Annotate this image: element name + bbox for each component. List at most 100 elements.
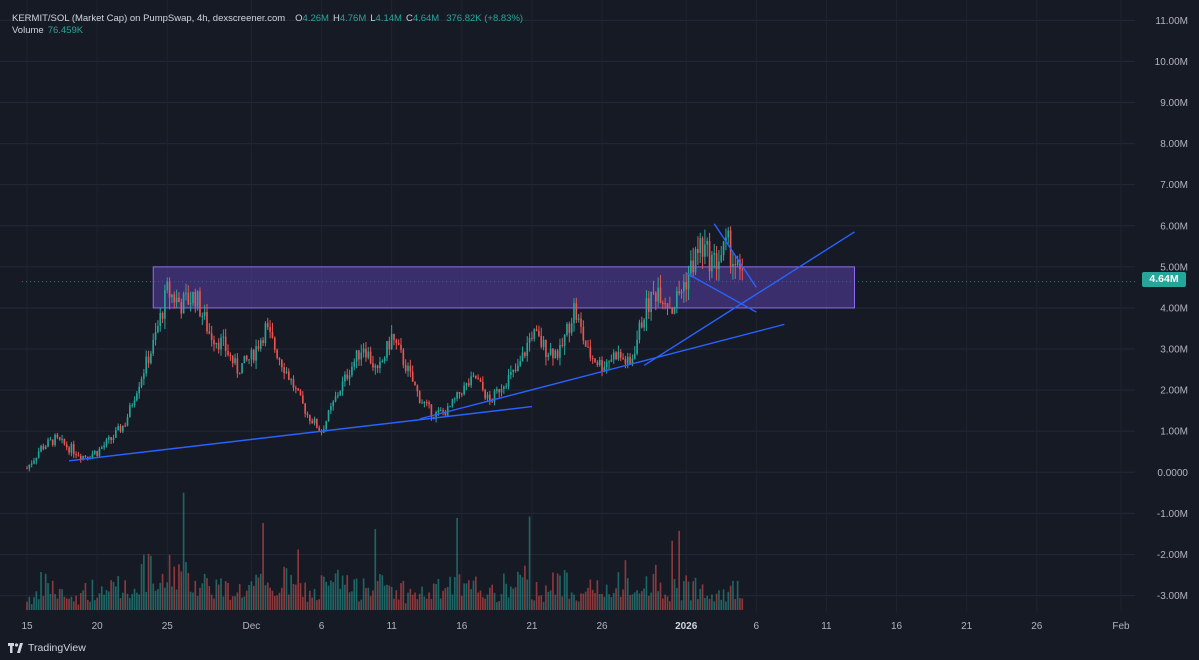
candle-body [467,383,470,386]
symbol-title[interactable]: KERMIT/SOL (Market Cap) on PumpSwap, 4h,… [12,13,286,24]
candle-body [259,340,262,349]
volume-bar [313,588,316,610]
volume-bar [451,594,454,610]
long-support-trendline [68,405,532,462]
candle-body [601,359,603,372]
volume-bar [290,574,292,610]
candle-body [503,386,505,389]
volume-bar [493,592,496,610]
candle-body [493,390,496,402]
candle-body [486,394,489,399]
candle-body [40,445,42,452]
candle-body [224,336,227,351]
candle-body [70,443,73,453]
candle-body [732,263,734,267]
candle-body [369,351,372,364]
candle-body [386,340,388,358]
volume-bar [252,585,255,610]
volume-bar [166,582,169,610]
volume-bar [112,581,115,610]
candle-body [238,373,241,375]
volume-bar [528,516,531,610]
volume-bar [734,599,737,610]
price-tick-label: 4.00M [1160,303,1188,314]
volume-bar [701,584,704,610]
trendline-layer[interactable] [68,223,855,462]
volume-bar [79,593,82,610]
close-value: 4.64M [412,13,440,24]
candle-body [285,371,288,374]
volume-bar [269,587,271,610]
candle-body [171,294,173,298]
price-tick-label: 7.00M [1160,180,1188,191]
volume-bar [650,592,652,610]
volume-bar [680,600,683,610]
candle-body [358,350,360,360]
volume-bar [201,583,204,610]
volume-bar [182,492,185,610]
candle-body [477,378,479,380]
volume-bar [556,573,559,610]
volume-bar [629,595,631,610]
candle-body [362,348,365,353]
volume-label: Volume [12,25,44,36]
candle-body [661,303,664,305]
price-tick-label: 11.00M [1155,16,1188,27]
volume-bar [453,577,456,610]
candle-body [327,410,330,422]
volume-bar [86,599,89,610]
candle-body [654,292,657,302]
candle-body [533,329,536,339]
price-tick-label: 5.00M [1160,262,1188,273]
volume-bar [332,582,335,610]
candle-body [678,291,680,294]
candle-body [549,348,552,355]
volume-bar [503,573,505,610]
volume-bar [718,590,720,610]
volume-bar [187,572,190,610]
candle-body [505,386,508,388]
volume-bar [708,598,711,610]
volume-bar [355,578,358,610]
candle-body [344,374,346,382]
volume-bar [694,577,697,610]
candle-body [269,327,271,332]
candle-body [63,438,66,445]
candle-body [206,311,208,332]
volume-bar [154,590,157,610]
candle-body [231,355,234,364]
volume-bar [30,604,33,610]
volume-bar [404,603,407,610]
price-tick-label: 9.00M [1160,98,1188,109]
candle-body [722,241,725,256]
volume-bar [51,580,54,610]
tradingview-logo[interactable]: TradingView [8,642,86,654]
candle-body [98,448,101,457]
candle-body [397,342,400,345]
volume-bar [344,584,346,610]
candle-body [575,303,578,320]
volume-bar [598,594,601,610]
candle-body [309,415,311,422]
volume-bar [203,573,206,610]
candle-body [449,406,451,408]
candle-body [210,333,213,340]
candle-body [381,361,384,363]
candle-body [393,333,395,340]
volume-bar [407,592,409,610]
volume-bar [180,571,183,610]
candle-body [68,447,70,453]
candle-body [425,402,428,404]
volume-bar [210,594,213,610]
volume-bar [423,596,426,610]
price-axis[interactable]: 11.00M 10.00M 9.00M 8.00M 7.00M 6.00M 5.00M 4.0… [1155,16,1189,602]
high-value: 4.76M [339,13,367,24]
volume-bar [449,576,451,610]
volume-bar [297,549,299,610]
volume-bar [271,590,274,610]
volume-bar [152,583,155,610]
candle-body [404,364,407,371]
volume-bar [477,592,479,610]
time-axis[interactable]: 15 20 25 Dec 6 11 16 21 26 2026 6 11 16 21 26 Feb [21,621,1130,632]
